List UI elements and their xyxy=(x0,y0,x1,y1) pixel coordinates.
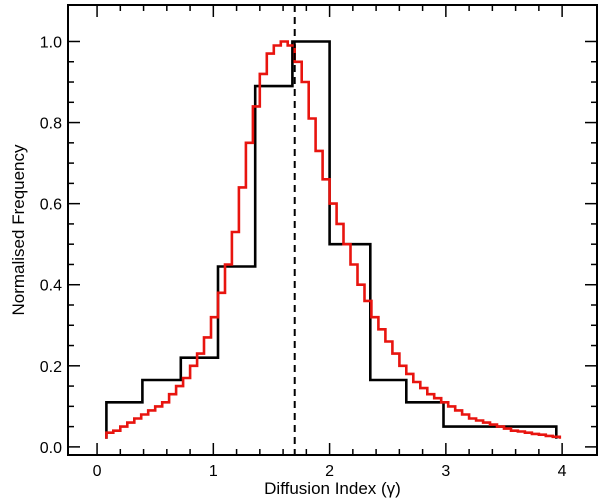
x-tick-label: 0 xyxy=(93,463,102,480)
y-tick-label: 0.6 xyxy=(40,197,62,214)
x-tick-label: 3 xyxy=(441,463,450,480)
histogram-series-0 xyxy=(105,40,558,439)
series-layer xyxy=(105,40,562,439)
x-tick-label: 1 xyxy=(209,463,218,480)
x-tick-label: 4 xyxy=(558,463,567,480)
y-tick-label: 0.4 xyxy=(40,278,62,295)
histogram-series-1 xyxy=(105,40,562,439)
y-tick-label: 0.2 xyxy=(40,359,62,376)
y-tick-label: 1.0 xyxy=(40,34,62,51)
x-tick-label: 2 xyxy=(325,463,334,480)
y-tick-label: 0.8 xyxy=(40,116,62,133)
x-axis-title: Diffusion Index (γ) xyxy=(264,479,401,498)
plot-frame xyxy=(67,4,598,456)
y-tick-label: 0.0 xyxy=(40,440,62,457)
ticks-layer: 0 1 2 3 4 0.0 0.2 0.4 0.6 0.8 1.0 xyxy=(40,5,597,480)
y-axis-title: Normalised Frequency xyxy=(9,144,28,316)
